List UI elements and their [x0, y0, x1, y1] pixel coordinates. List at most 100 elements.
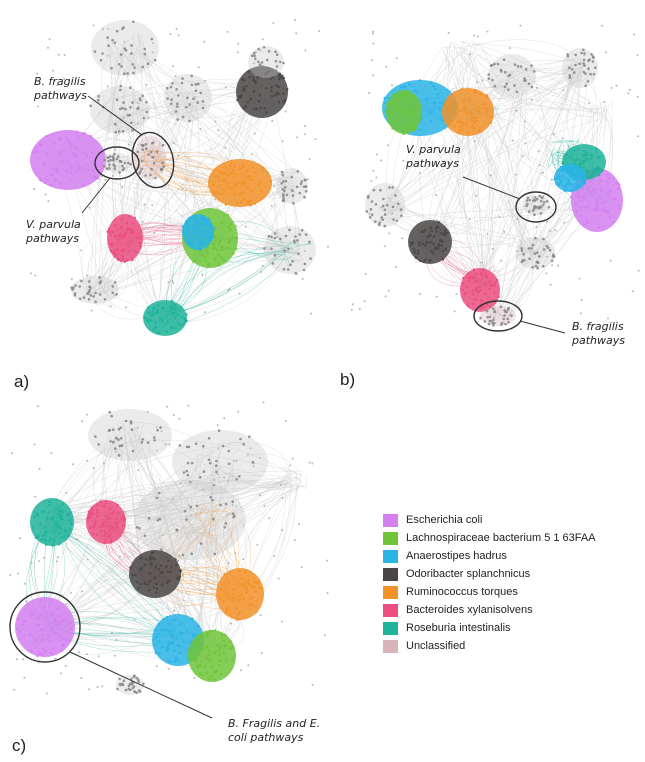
network-node: [216, 644, 219, 647]
network-node: [15, 658, 18, 661]
network-node: [410, 108, 414, 112]
network-node: [247, 579, 250, 583]
network-edge: [82, 96, 196, 295]
network-node: [65, 603, 68, 606]
network-node: [444, 247, 448, 250]
network-node: [199, 672, 202, 675]
network-node: [124, 688, 128, 692]
network-node: [532, 199, 535, 202]
network-node: [45, 152, 49, 156]
network-node: [411, 241, 414, 244]
network-node: [34, 495, 37, 498]
network-edge: [96, 251, 199, 294]
network-node: [43, 181, 47, 184]
network-node: [588, 180, 592, 183]
network-node: [199, 241, 203, 244]
network-node: [430, 119, 433, 123]
network-node: [542, 195, 545, 197]
network-node: [54, 178, 57, 181]
legend-item: Bacteroides xylanisolvens: [383, 601, 596, 619]
network-node: [441, 118, 444, 122]
network-node: [65, 138, 69, 141]
network-node: [503, 230, 506, 233]
network-node: [129, 422, 133, 425]
network-node: [286, 268, 290, 271]
network-node: [156, 519, 160, 522]
network-edge: [195, 504, 215, 521]
network-node: [111, 632, 113, 634]
network-edge: [283, 256, 290, 268]
network-node: [154, 311, 158, 315]
network-node: [441, 257, 445, 261]
network-node: [108, 410, 112, 414]
network-node: [54, 624, 58, 627]
network-node: [285, 193, 289, 197]
network-node: [244, 585, 247, 589]
network-edge: [163, 531, 210, 537]
network-node: [213, 552, 216, 556]
network-node: [155, 591, 158, 594]
network-node: [217, 253, 221, 257]
network-node: [203, 665, 207, 669]
network-node: [170, 642, 174, 645]
network-node: [274, 59, 278, 63]
network-node: [49, 184, 53, 187]
network-node: [215, 459, 218, 463]
network-node: [587, 59, 590, 62]
network-node: [252, 465, 255, 468]
network-node: [154, 565, 157, 569]
network-node: [75, 146, 78, 150]
network-node: [433, 247, 437, 251]
network-node: [70, 144, 73, 147]
network-node: [231, 169, 234, 172]
network-node: [107, 156, 110, 160]
network-node: [87, 169, 90, 172]
network-node: [76, 538, 79, 541]
network-node: [515, 90, 519, 94]
network-edge: [148, 431, 307, 488]
network-edge: [156, 95, 185, 153]
network-node: [244, 225, 247, 228]
network-node: [73, 294, 77, 297]
network-node: [122, 101, 125, 104]
network-node: [503, 85, 507, 89]
network-node: [121, 524, 125, 528]
network-node: [69, 522, 73, 526]
network-node: [584, 84, 587, 88]
network-node: [588, 176, 592, 179]
network-node: [169, 660, 172, 663]
network-node: [190, 83, 194, 87]
network-node: [191, 617, 194, 621]
legend: Escherichia coli Lachnospiraceae bacteri…: [383, 511, 596, 655]
network-node: [131, 231, 134, 234]
network-node: [155, 587, 159, 590]
network-node: [173, 649, 176, 652]
network-node: [160, 628, 163, 632]
network-node: [265, 58, 269, 62]
network-node: [209, 495, 212, 499]
network-node: [597, 173, 601, 177]
network-edge: [551, 141, 575, 144]
network-edge: [527, 63, 583, 79]
network-node: [406, 101, 410, 105]
network-edge: [122, 443, 243, 589]
network-node: [203, 256, 207, 259]
network-node: [30, 561, 33, 564]
network-node: [417, 103, 421, 107]
callout-ellipse-a-parvula: [94, 146, 140, 180]
callout-a-fragilis-line2: pathways: [34, 89, 87, 102]
network-node: [39, 628, 43, 631]
network-node: [43, 556, 46, 559]
network-node: [195, 639, 198, 642]
network-node: [569, 188, 572, 192]
network-node: [459, 109, 462, 113]
network-node: [475, 298, 479, 302]
network-node: [85, 653, 88, 656]
network-node: [422, 260, 426, 264]
network-node: [493, 62, 496, 66]
network-edge: [140, 50, 298, 173]
network-edge: [168, 179, 293, 312]
network-node: [282, 180, 285, 183]
network-node: [42, 162, 46, 165]
network-node: [387, 114, 391, 117]
